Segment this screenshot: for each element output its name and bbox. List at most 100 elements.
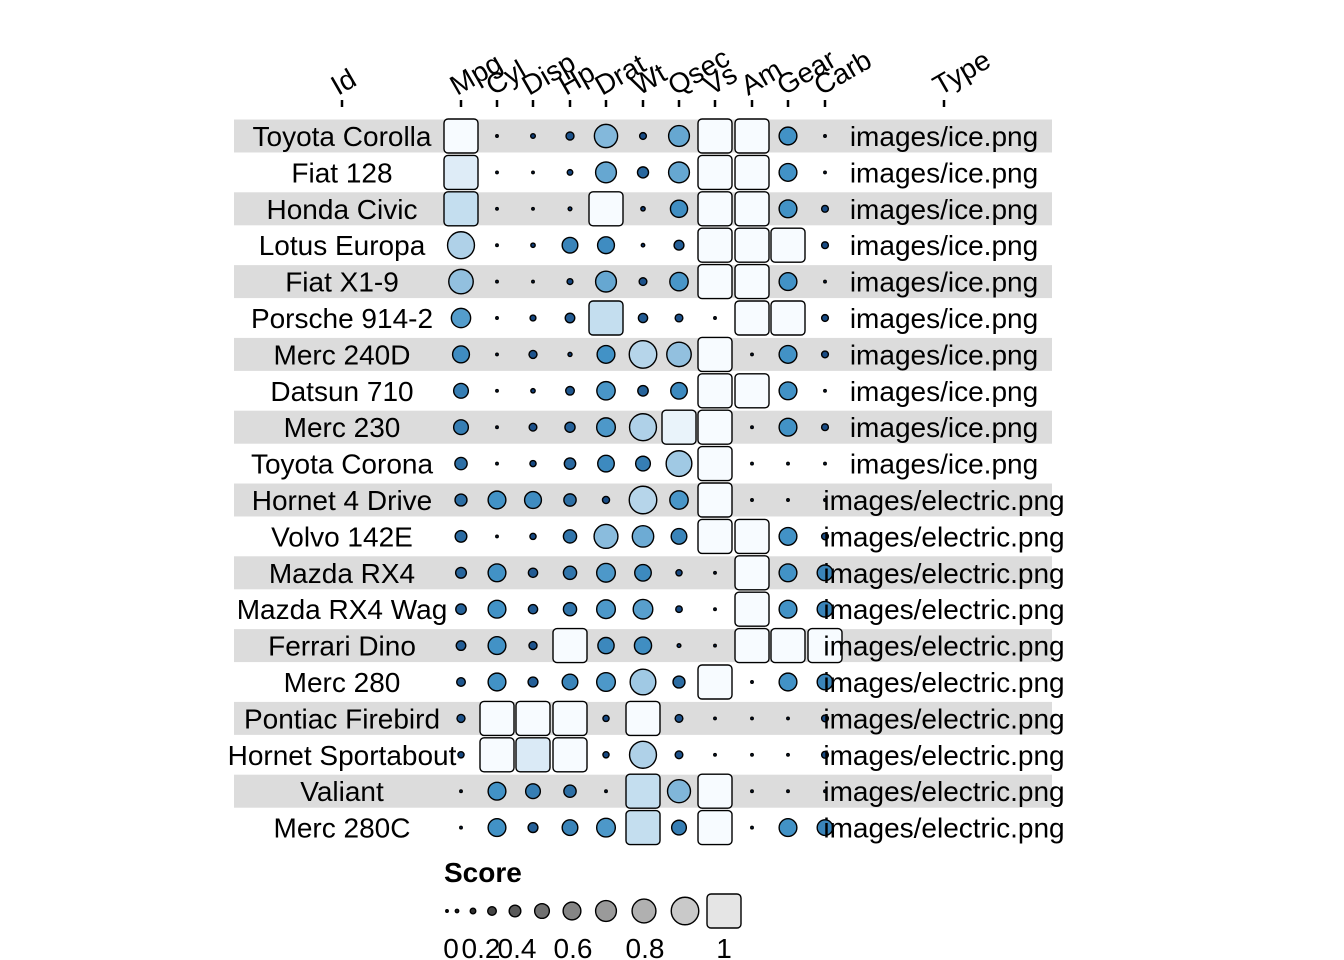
score-mark-carb bbox=[816, 564, 834, 582]
score-mark-mpg bbox=[455, 640, 467, 652]
score-mark-qsec bbox=[666, 341, 692, 368]
legend-swatch bbox=[706, 893, 742, 929]
score-mark-mpg bbox=[459, 789, 463, 794]
score-mark-carb bbox=[820, 423, 830, 432]
score-mark-mpg bbox=[456, 677, 467, 688]
row-type-label: images/electric.png bbox=[823, 703, 1064, 734]
score-mark-vs bbox=[697, 809, 733, 846]
legend-tick-label: 0.8 bbox=[626, 933, 665, 960]
score-mark-disp bbox=[527, 821, 539, 834]
score-mark-cyl bbox=[479, 700, 515, 737]
score-mark-hp bbox=[552, 737, 588, 773]
score-mark-gear bbox=[786, 789, 790, 794]
score-mark-drat bbox=[588, 300, 624, 336]
score-mark-qsec bbox=[674, 713, 684, 723]
score-mark-vs bbox=[713, 752, 717, 757]
score-mark-disp bbox=[528, 349, 538, 360]
score-mark-qsec bbox=[667, 161, 691, 184]
score-mark-vs bbox=[713, 570, 717, 575]
row-type-label: images/ice.png bbox=[850, 157, 1038, 188]
score-mark-drat bbox=[593, 523, 619, 550]
score-mark-mpg bbox=[448, 268, 474, 295]
score-mark-am bbox=[750, 716, 754, 721]
score-mark-qsec bbox=[674, 750, 684, 760]
score-mark-wt bbox=[633, 636, 653, 655]
score-mark-cyl bbox=[479, 737, 515, 773]
score-mark-am bbox=[734, 591, 770, 627]
score-mark-am bbox=[734, 118, 770, 154]
score-mark-disp bbox=[515, 737, 551, 773]
score-mark-disp bbox=[527, 676, 539, 688]
score-mark-mpg bbox=[443, 154, 479, 191]
score-mark-mpg bbox=[443, 118, 479, 154]
row-id-label: Porsche 914-2 bbox=[251, 303, 433, 334]
score-mark-disp bbox=[524, 783, 542, 800]
score-mark-am bbox=[734, 518, 770, 555]
score-mark-qsec bbox=[665, 450, 693, 478]
row-type-label: images/ice.png bbox=[850, 121, 1038, 152]
score-mark-cyl bbox=[487, 818, 507, 838]
score-mark-wt bbox=[636, 166, 650, 179]
score-mark-hp bbox=[566, 277, 574, 286]
score-mark-carb bbox=[807, 627, 843, 664]
score-mark-am bbox=[734, 627, 770, 664]
score-mark-qsec bbox=[666, 779, 692, 804]
score-mark-carb bbox=[823, 134, 827, 138]
legend-title: Score bbox=[444, 857, 522, 888]
score-mark-carb bbox=[820, 204, 830, 213]
score-mark-cyl bbox=[495, 534, 499, 539]
table-row: Hornet 4 Drive images/electric.png bbox=[252, 482, 1065, 518]
legend-swatch bbox=[562, 901, 582, 921]
score-mark-hp bbox=[565, 385, 576, 396]
score-mark-vs bbox=[697, 409, 733, 445]
score-mark-wt bbox=[634, 455, 652, 472]
score-mark-vs bbox=[697, 518, 733, 555]
score-mark-cyl bbox=[495, 134, 499, 138]
score-mark-qsec bbox=[661, 409, 697, 445]
row-id-label: Mazda RX4 bbox=[269, 558, 415, 589]
score-mark-cyl bbox=[487, 781, 507, 801]
score-mark-qsec bbox=[670, 527, 688, 545]
score-mark-gear bbox=[786, 461, 790, 466]
score-mark-am bbox=[750, 425, 754, 430]
score-mark-am bbox=[750, 461, 754, 466]
score-mark-vs bbox=[697, 336, 733, 373]
score-mark-gear bbox=[778, 599, 798, 619]
score-mark-cyl bbox=[487, 599, 507, 619]
score-mark-cyl bbox=[495, 316, 499, 320]
table-row: Volvo 142E images/electric.png bbox=[271, 518, 1065, 555]
table-row: Merc 280 images/electric.png bbox=[284, 664, 1065, 700]
score-mark-gear bbox=[778, 818, 798, 838]
score-mark-qsec bbox=[674, 313, 684, 323]
score-mark-am bbox=[734, 263, 770, 300]
score-mark-cyl bbox=[487, 563, 507, 583]
row-id-label: Hornet 4 Drive bbox=[252, 485, 433, 516]
score-mark-gear bbox=[786, 498, 790, 502]
score-mark-cyl bbox=[487, 490, 507, 510]
score-mark-am bbox=[750, 352, 754, 357]
score-mark-mpg bbox=[452, 382, 470, 399]
score-mark-am bbox=[734, 555, 770, 591]
score-mark-disp bbox=[523, 490, 543, 510]
score-mark-drat bbox=[597, 636, 615, 655]
score-mark-gear bbox=[778, 199, 798, 219]
score-mark-drat bbox=[595, 599, 617, 620]
score-mark-cyl bbox=[495, 206, 499, 211]
row-type-label: images/electric.png bbox=[823, 667, 1064, 698]
score-mark-hp bbox=[562, 565, 578, 581]
score-mark-disp bbox=[528, 422, 538, 432]
score-mark-gear bbox=[778, 344, 798, 364]
score-mark-hp bbox=[563, 784, 577, 799]
table-row: Merc 240D images/ice.png bbox=[274, 336, 1038, 373]
score-mark-drat bbox=[596, 344, 616, 364]
score-mark-drat bbox=[596, 380, 616, 401]
score-mark-wt bbox=[634, 563, 652, 582]
score-mark-wt bbox=[640, 242, 646, 248]
score-mark-mpg bbox=[452, 419, 470, 436]
table-row: Toyota Corolla images/ice.png bbox=[253, 118, 1038, 154]
table-row: Fiat X1-9 images/ice.png bbox=[285, 263, 1038, 300]
score-mark-gear bbox=[770, 227, 806, 263]
score-mark-gear bbox=[778, 672, 798, 692]
